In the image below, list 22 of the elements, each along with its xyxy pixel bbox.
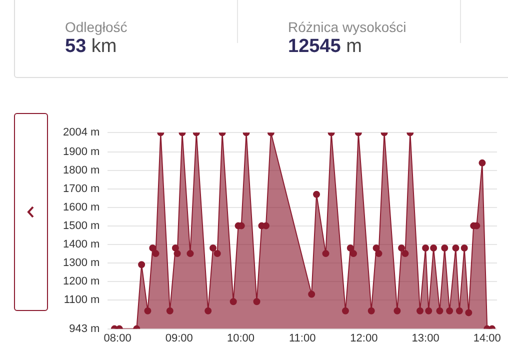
x-tick-label: 11:00	[288, 332, 316, 344]
x-tick-label: 13:00	[412, 332, 440, 344]
text: Różnica wysokości	[288, 19, 408, 35]
y-tick-label: 1400 m	[62, 238, 100, 250]
text: 12545 m	[288, 36, 362, 57]
y-tick-label: 1900 m	[62, 146, 100, 158]
y-tick-label: 1700 m	[62, 182, 100, 195]
x-tick-label: 08:00	[104, 332, 132, 344]
y-tick-label: 1600 m	[62, 201, 100, 214]
y-tick-label: 1500 m	[62, 220, 100, 232]
x-tick-label: 10:00	[226, 332, 255, 344]
y-tick-label: 1800 m	[62, 164, 100, 176]
y-tick-label: 1200 m	[62, 275, 100, 288]
y-tick-label: 2004 m	[62, 126, 100, 139]
text: Odległość	[65, 19, 128, 35]
y-tick-label: 1100 m	[64, 294, 100, 306]
text: 53 km	[65, 36, 117, 57]
x-tick-label: 09:00	[165, 332, 193, 344]
x-tick-label: 12:00	[350, 332, 378, 344]
y-tick-label: 943 m	[69, 322, 100, 335]
y-tick-label: 1300 m	[62, 256, 100, 269]
x-tick-label: 14:00	[473, 332, 501, 344]
